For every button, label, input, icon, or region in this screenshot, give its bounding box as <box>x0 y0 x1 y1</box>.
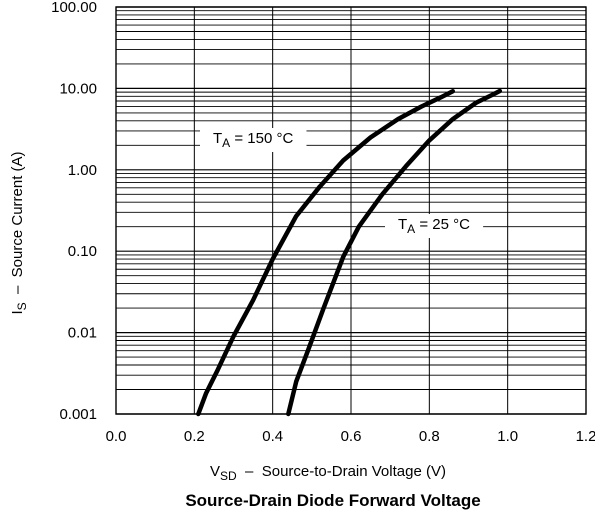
curve-ta-25c <box>286 88 503 417</box>
x-tick-label: 1.0 <box>497 428 518 445</box>
y-tick-label: 0.001 <box>59 406 97 423</box>
y-axis-title-rest: – Source Current (A) <box>9 151 26 302</box>
x-tick-labels: 0.0 0.2 0.4 0.6 0.8 1.0 1.2 <box>106 428 595 445</box>
y-tick-label: 0.10 <box>68 243 97 260</box>
x-tick-label: 0.4 <box>262 428 283 445</box>
y-tick-label: 100.00 <box>51 0 97 16</box>
y-tick-label: 10.00 <box>59 80 97 97</box>
x-axis-title-sub: SD <box>220 469 237 483</box>
grid <box>115 6 587 415</box>
x-axis-title: VSD – Source-to-Drain Voltage (V) <box>210 463 446 483</box>
curve-label-rest: = 150 °C <box>230 130 293 147</box>
y-axis-title-sub: S <box>15 302 29 310</box>
x-tick-label: 0.6 <box>341 428 362 445</box>
y-tick-label: 0.01 <box>68 325 97 342</box>
curve-ta-150c <box>196 89 456 417</box>
plot-frame <box>115 6 587 415</box>
x-tick-label: 0.2 <box>184 428 205 445</box>
x-tick-label: 0.8 <box>419 428 440 445</box>
curve-label-sub: A <box>407 222 415 236</box>
y-axis-title-main: I <box>9 310 26 314</box>
curve-label-background <box>385 214 484 238</box>
y-tick-label: 1.00 <box>68 162 97 179</box>
label-ta-150c: TA = 150 °C <box>213 130 293 150</box>
curve-label-main: T <box>213 130 222 147</box>
x-axis-title-rest: – Source-to-Drain Voltage (V) <box>237 463 446 480</box>
y-axis-title: IS – Source Current (A) <box>9 151 29 314</box>
label-ta-25c: TA = 25 °C <box>398 216 470 236</box>
y-tick-labels: 100.00 10.00 1.00 0.10 0.01 0.001 <box>51 0 97 423</box>
chart-title: Source-Drain Diode Forward Voltage <box>185 491 480 510</box>
x-axis-title-main: V <box>210 463 220 480</box>
curve-label-background <box>200 128 307 152</box>
curve-labels: TA = 150 °CTA = 25 °C <box>200 128 484 238</box>
curves <box>196 88 503 417</box>
curve-label-rest: = 25 °C <box>415 216 470 233</box>
curve-label-main: T <box>398 216 407 233</box>
x-tick-label: 1.2 <box>576 428 595 445</box>
x-tick-label: 0.0 <box>106 428 127 445</box>
curve-label-sub: A <box>222 136 230 150</box>
